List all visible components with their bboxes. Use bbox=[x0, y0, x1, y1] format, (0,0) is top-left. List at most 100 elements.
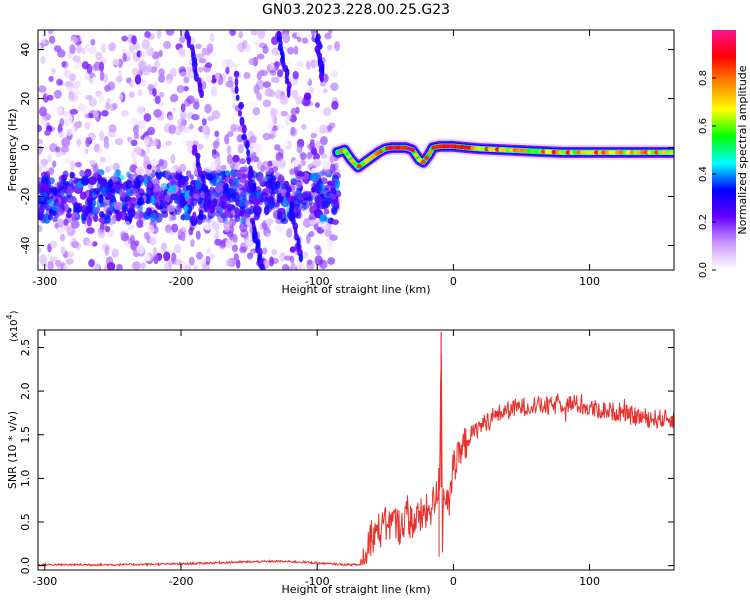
noise-blob bbox=[92, 76, 97, 85]
noise-blob bbox=[164, 140, 172, 146]
noise-blob bbox=[104, 84, 111, 92]
noise-blob bbox=[61, 61, 67, 68]
noise-blob bbox=[56, 105, 63, 115]
noise-blob bbox=[88, 176, 97, 186]
noise-blob bbox=[71, 212, 78, 218]
noise-blob bbox=[148, 47, 155, 56]
snr-x-ticks: -300 -200 -100 0 100 bbox=[32, 330, 600, 588]
signal-hotspot bbox=[661, 150, 667, 155]
noise-blob bbox=[250, 248, 257, 254]
noise-blob bbox=[209, 253, 216, 260]
noise-blob bbox=[274, 144, 281, 151]
noise-blob bbox=[86, 63, 93, 75]
noise-blob bbox=[137, 89, 143, 96]
snr-scale-label: (x10 bbox=[9, 319, 20, 342]
noise-blob bbox=[180, 227, 187, 237]
signal-hotspot bbox=[565, 150, 571, 155]
noise-blob bbox=[271, 187, 279, 195]
noise-blob bbox=[293, 203, 300, 210]
noise-blob bbox=[311, 147, 318, 156]
noise-blob bbox=[149, 101, 158, 111]
noise-blob bbox=[209, 32, 215, 43]
noise-blob bbox=[295, 146, 302, 154]
noise-blob bbox=[150, 66, 158, 73]
noise-blob bbox=[304, 73, 311, 83]
noise-blob bbox=[272, 166, 278, 174]
noise-blob bbox=[279, 252, 286, 262]
noise-blob bbox=[167, 259, 173, 269]
noise-blob bbox=[263, 205, 270, 216]
noise-blob bbox=[327, 44, 333, 51]
noise-blob bbox=[239, 222, 248, 233]
snr-series-line bbox=[38, 353, 674, 568]
noise-blob bbox=[68, 93, 75, 102]
noise-blob bbox=[294, 159, 303, 165]
signal-hotspot bbox=[413, 152, 419, 158]
noise-blob bbox=[234, 207, 240, 214]
streak-blob bbox=[209, 204, 215, 214]
noise-blob bbox=[246, 252, 254, 260]
noise-blob bbox=[262, 189, 269, 197]
noise-blob bbox=[322, 88, 328, 94]
noise-blob bbox=[95, 206, 100, 213]
noise-blob bbox=[189, 174, 194, 180]
noise-blob bbox=[134, 74, 142, 85]
signal-hotspot bbox=[427, 150, 433, 155]
noise-blob bbox=[93, 213, 99, 223]
noise-blob bbox=[76, 138, 82, 147]
noise-blob bbox=[38, 85, 47, 93]
noise-blob bbox=[214, 210, 220, 217]
noise-blob bbox=[86, 216, 93, 227]
noise-blob bbox=[49, 240, 58, 248]
noise-blob bbox=[97, 174, 103, 182]
noise-blob bbox=[124, 196, 133, 202]
noise-blob bbox=[277, 195, 282, 204]
noise-blob bbox=[132, 261, 141, 270]
noise-blob bbox=[127, 59, 133, 69]
noise-blob bbox=[168, 115, 174, 121]
noise-blob bbox=[70, 219, 80, 229]
noise-blob bbox=[160, 242, 168, 253]
noise-blob bbox=[199, 190, 206, 200]
streak-blob bbox=[239, 116, 245, 127]
noise-blob bbox=[295, 181, 302, 189]
noise-blob bbox=[165, 79, 173, 85]
noise-blob bbox=[291, 178, 297, 184]
noise-blob bbox=[185, 140, 194, 147]
noise-blob bbox=[106, 30, 112, 36]
noise-blob bbox=[179, 35, 186, 44]
noise-blob bbox=[300, 199, 309, 205]
noise-blob bbox=[134, 240, 140, 247]
noise-blob bbox=[256, 53, 265, 60]
noise-blob bbox=[126, 188, 133, 197]
y-tick-label: 1.5 bbox=[19, 426, 32, 444]
noise-blob bbox=[109, 103, 117, 112]
noise-blob bbox=[117, 58, 123, 68]
noise-blob bbox=[270, 76, 280, 84]
noise-blob bbox=[38, 43, 41, 51]
noise-blob bbox=[109, 164, 116, 171]
noise-blob bbox=[186, 66, 192, 72]
noise-blob bbox=[45, 237, 51, 245]
signal-hotspot bbox=[349, 158, 355, 164]
noise-blob bbox=[308, 231, 315, 237]
noise-blob bbox=[149, 212, 157, 223]
noise-blob bbox=[108, 124, 117, 133]
noise-blob bbox=[38, 246, 42, 253]
noise-blob bbox=[312, 158, 322, 167]
figure-title: GN03.2023.228.00.25.G23 bbox=[262, 2, 450, 18]
noise-blob bbox=[50, 101, 58, 110]
noise-blob bbox=[286, 113, 292, 120]
noise-blob bbox=[214, 130, 220, 137]
noise-blob bbox=[252, 107, 260, 116]
noise-blob bbox=[57, 126, 64, 132]
y-tick-label: -20 bbox=[19, 188, 32, 206]
noise-blob bbox=[133, 133, 140, 140]
noise-blob bbox=[290, 261, 296, 270]
noise-blob bbox=[153, 108, 162, 118]
noise-blob bbox=[44, 129, 51, 136]
noise-blob bbox=[130, 139, 138, 147]
noise-blob bbox=[73, 205, 83, 213]
noise-blob bbox=[312, 204, 317, 211]
spectrogram-image bbox=[38, 30, 674, 270]
